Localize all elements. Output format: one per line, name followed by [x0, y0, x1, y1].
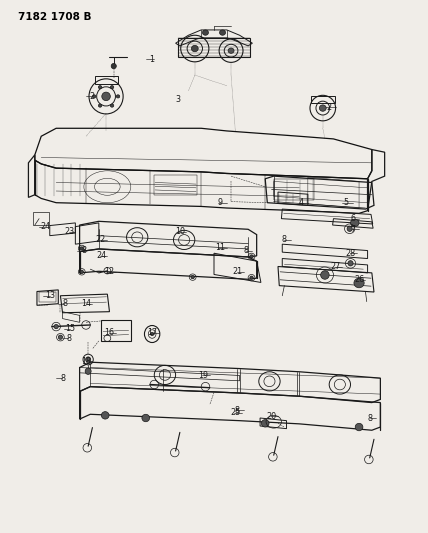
Text: 13: 13 — [45, 291, 55, 300]
Text: 23: 23 — [64, 228, 74, 237]
Text: 21: 21 — [232, 268, 243, 276]
Ellipse shape — [85, 368, 91, 374]
Text: 3: 3 — [175, 94, 180, 103]
Text: 5: 5 — [344, 198, 349, 207]
Text: 15: 15 — [65, 324, 75, 333]
Ellipse shape — [54, 325, 58, 329]
Text: 1: 1 — [150, 55, 155, 63]
Ellipse shape — [347, 226, 352, 231]
Text: 28: 28 — [345, 249, 356, 258]
Text: 6: 6 — [350, 214, 355, 223]
Ellipse shape — [354, 278, 364, 288]
Text: 27: 27 — [330, 262, 341, 271]
Bar — [95, 76, 118, 84]
Text: 8: 8 — [62, 299, 67, 308]
Text: 25: 25 — [230, 408, 241, 417]
Text: 2: 2 — [90, 92, 95, 101]
Ellipse shape — [319, 105, 326, 111]
Text: 17: 17 — [147, 328, 157, 337]
Ellipse shape — [262, 419, 269, 427]
Ellipse shape — [58, 335, 62, 340]
Ellipse shape — [110, 104, 114, 107]
Text: 8: 8 — [66, 334, 71, 343]
Text: 2: 2 — [327, 102, 332, 111]
Ellipse shape — [142, 414, 149, 422]
Text: 4: 4 — [299, 198, 304, 207]
Text: 10: 10 — [175, 228, 185, 237]
Bar — [311, 96, 335, 103]
Text: 7: 7 — [350, 225, 355, 234]
Text: 24: 24 — [96, 252, 106, 260]
Ellipse shape — [102, 92, 110, 101]
Text: 14: 14 — [81, 299, 91, 308]
Text: 24: 24 — [40, 222, 51, 231]
Ellipse shape — [98, 86, 102, 89]
Text: 22: 22 — [96, 236, 106, 245]
Bar — [39, 292, 56, 302]
Ellipse shape — [110, 86, 114, 89]
Ellipse shape — [98, 104, 102, 107]
Ellipse shape — [80, 270, 83, 273]
Text: 8: 8 — [282, 236, 287, 245]
Ellipse shape — [348, 261, 353, 266]
Text: 8: 8 — [235, 406, 240, 415]
Ellipse shape — [191, 45, 198, 52]
Text: 12: 12 — [104, 268, 115, 276]
Bar — [154, 174, 197, 195]
Ellipse shape — [351, 219, 359, 227]
Ellipse shape — [150, 333, 154, 336]
Text: 18: 18 — [81, 357, 91, 366]
Ellipse shape — [111, 63, 116, 69]
Ellipse shape — [202, 30, 208, 35]
Text: 11: 11 — [215, 244, 226, 253]
Bar — [274, 179, 314, 200]
Text: 8: 8 — [244, 246, 249, 255]
Ellipse shape — [228, 48, 234, 53]
Ellipse shape — [355, 423, 363, 431]
Ellipse shape — [321, 271, 329, 279]
Ellipse shape — [250, 255, 253, 258]
Text: 8: 8 — [81, 246, 86, 255]
Text: 7182 1708 B: 7182 1708 B — [18, 12, 91, 22]
Text: 8: 8 — [367, 414, 372, 423]
Ellipse shape — [220, 30, 226, 35]
Ellipse shape — [86, 357, 91, 362]
Bar — [33, 212, 49, 225]
Text: 20: 20 — [267, 412, 276, 421]
Ellipse shape — [92, 95, 96, 98]
Text: 16: 16 — [104, 328, 114, 337]
Text: 26: 26 — [354, 275, 364, 284]
Ellipse shape — [80, 247, 83, 250]
Ellipse shape — [250, 276, 253, 279]
Text: 8: 8 — [60, 374, 65, 383]
Text: 19: 19 — [198, 371, 208, 380]
Ellipse shape — [116, 95, 120, 98]
Ellipse shape — [101, 411, 109, 419]
Bar — [101, 320, 131, 341]
Ellipse shape — [191, 276, 194, 279]
Text: 9: 9 — [218, 198, 223, 207]
